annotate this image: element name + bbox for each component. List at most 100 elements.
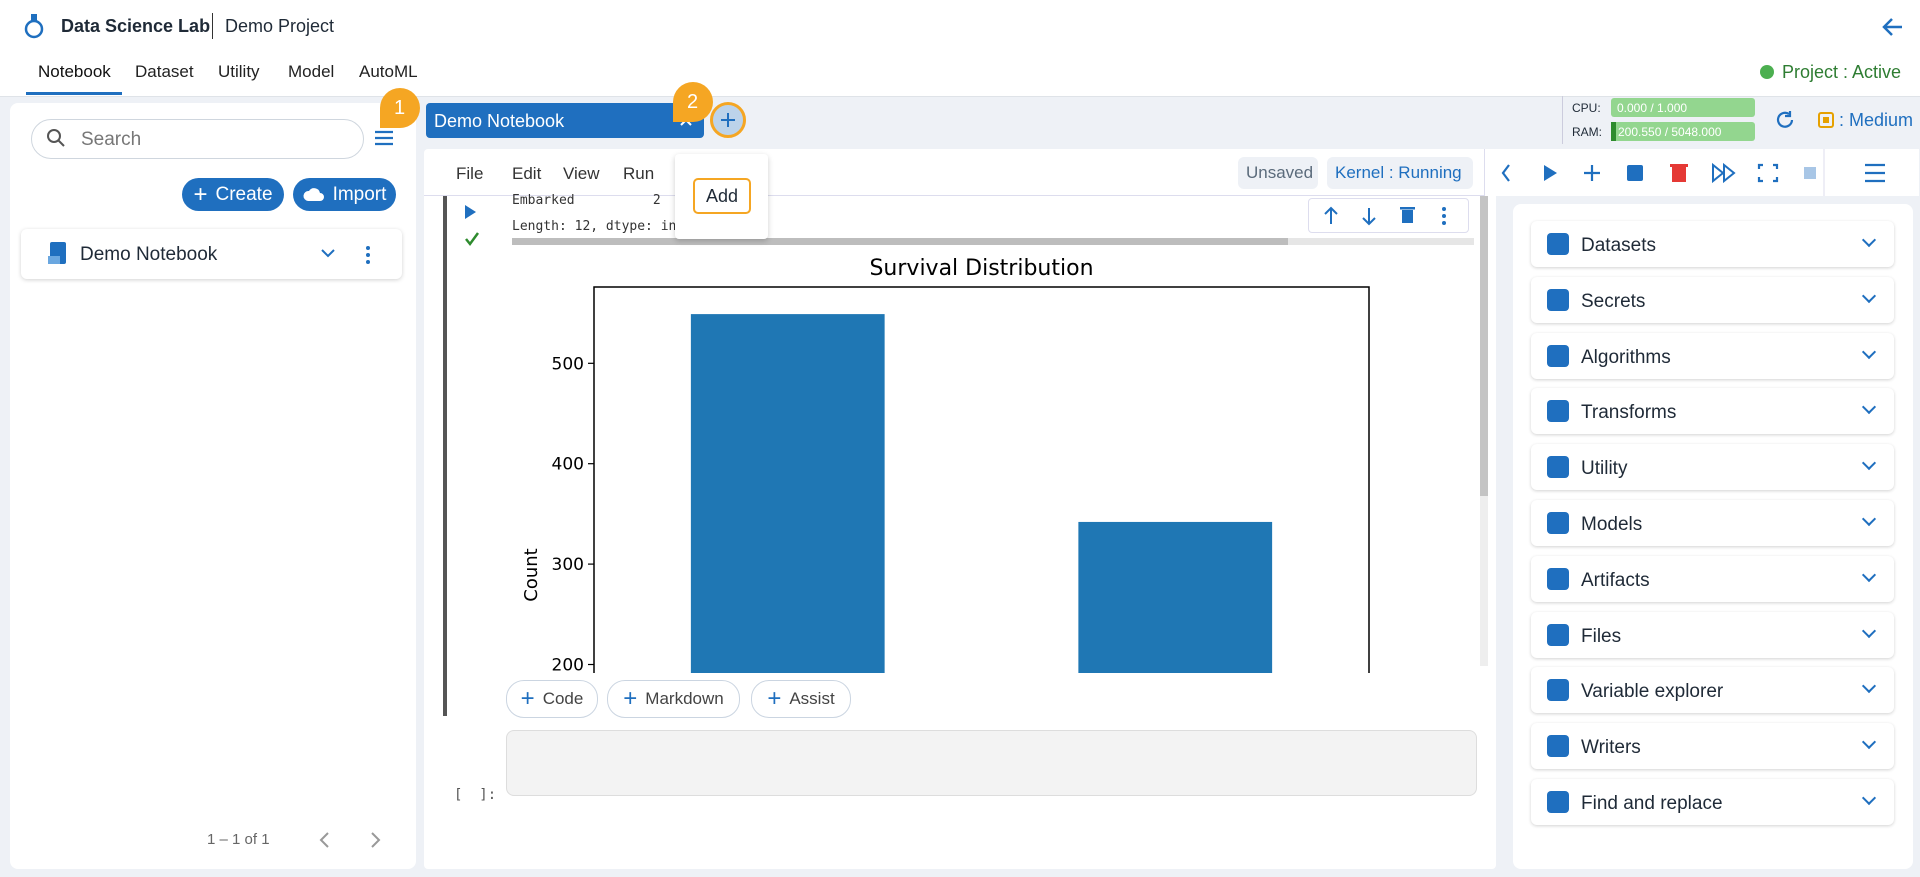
expand-icon[interactable] [320,246,336,260]
toolbar-border [424,195,1496,196]
notebook-item[interactable] [21,229,402,279]
output-line: Embarked 2 [512,193,661,208]
panel-label: Artifacts [1581,569,1650,591]
plus: + [623,685,638,712]
size-label: : Medium [1839,110,1914,130]
size-icon [1818,112,1834,128]
active-tab-underline [26,92,122,95]
add-button[interactable]: Add [693,178,751,214]
panel-icon [1547,288,1569,311]
panel-icon [1547,400,1569,423]
add-cell-button[interactable]: + Markdown [607,680,740,718]
refresh-icon[interactable] [1774,109,1796,131]
logo [24,14,44,39]
ram-bar [1611,122,1755,141]
cell-prompt: [ ]: [454,787,497,803]
panel[interactable]: Artifacts [1531,555,1894,602]
save-state: Unsaved [1246,163,1314,182]
panel-icon [1547,735,1569,758]
import-button[interactable]: Import [293,178,396,211]
tab-label: Demo Notebook [434,111,565,131]
nav-tab[interactable]: Utility [218,62,260,81]
panel[interactable]: Secrets [1531,276,1894,323]
project-name: Demo Project [225,16,335,36]
chevron [1861,288,1877,303]
chart-title: Survival Distribution [869,256,1093,281]
plus: + [767,685,782,712]
cpu-value: 0.000 / 1.000 [1617,101,1688,115]
step-badge [673,82,713,122]
panel[interactable]: Utility [1531,444,1894,491]
panel-label: Utility [1581,458,1628,480]
panel-icon [1547,512,1569,534]
import-label: Import [332,183,387,205]
notebook-tab[interactable] [426,103,704,138]
plus: + [520,685,535,712]
panel-icon [1547,456,1569,479]
chevron [1861,679,1877,694]
list-menu[interactable] [373,128,395,148]
v-scrollbar[interactable] [1480,196,1488,666]
panel-label: Variable explorer [1581,681,1724,703]
cpu-bar [1611,98,1755,117]
toolbar-icons [1501,149,1885,196]
chevron [1861,232,1877,248]
pager-arrows[interactable] [316,830,386,850]
nav-bar [0,51,1920,97]
menu-item[interactable]: Run [623,164,655,183]
step-badge-label: 2 [687,91,699,113]
right-toolbar [1484,149,1919,196]
panel[interactable]: Models [1531,500,1894,546]
nav-tab[interactable]: AutoML [359,62,418,81]
plot-frame [593,286,1370,673]
app-name: Data Science Lab [61,16,211,36]
panel[interactable]: Variable explorer [1531,667,1894,714]
nav-tab[interactable]: Notebook [38,62,111,81]
cell-toolbar-icons[interactable] [1308,198,1469,233]
more-icon[interactable] [362,244,374,266]
panel-icon [1547,344,1569,367]
panel[interactable]: Transforms [1531,388,1894,435]
panel-icon [1547,233,1569,255]
chevron [1861,456,1877,471]
panel[interactable]: Datasets [1531,221,1894,267]
create-button[interactable]: + Create [182,178,284,211]
menu-item[interactable]: Edit [512,164,542,183]
add-cell-button[interactable]: + Code [506,680,598,718]
search-box[interactable] [31,119,364,159]
panel[interactable]: Files [1531,611,1894,658]
back-button[interactable] [1880,14,1906,40]
chevron [1861,790,1877,806]
step-badge-label: 1 [394,97,406,119]
cell-indicator [443,196,447,716]
menu-item[interactable]: File [456,164,484,183]
chevron [1861,735,1877,750]
ram-label: RAM: [1572,125,1602,139]
menu-item[interactable]: View [563,164,600,183]
add-cell-label: Assist [789,689,835,708]
panel-label: Algorithms [1581,346,1671,368]
panel-icon [1547,791,1569,813]
ram-value: 200.550 / 5048.000 [1618,125,1722,139]
panel[interactable]: Writers [1531,723,1894,770]
chevron [1861,400,1877,415]
h-scrollbar[interactable] [512,238,1474,245]
panel[interactable]: Find and replace [1531,779,1894,825]
project-status: Project : Active [1782,62,1902,82]
notebook-item-label: Demo Notebook [80,244,218,265]
y-axis-label: Count [521,548,542,601]
add-cell-label: Code [542,689,584,708]
nav-tab[interactable]: Dataset [135,62,194,81]
chevron [1861,511,1877,527]
empty-cell[interactable] [506,730,1477,796]
panel[interactable]: Algorithms [1531,332,1894,379]
chart-group: 200 300 400 500 [552,286,1370,673]
add-cell-button[interactable]: + Assist [751,680,851,718]
unsaved-chip [1238,157,1318,189]
bar [690,314,885,673]
bar [1078,521,1273,673]
search-icon [47,129,65,147]
nav-tab[interactable]: Model [288,62,335,81]
tooltip [675,154,768,239]
